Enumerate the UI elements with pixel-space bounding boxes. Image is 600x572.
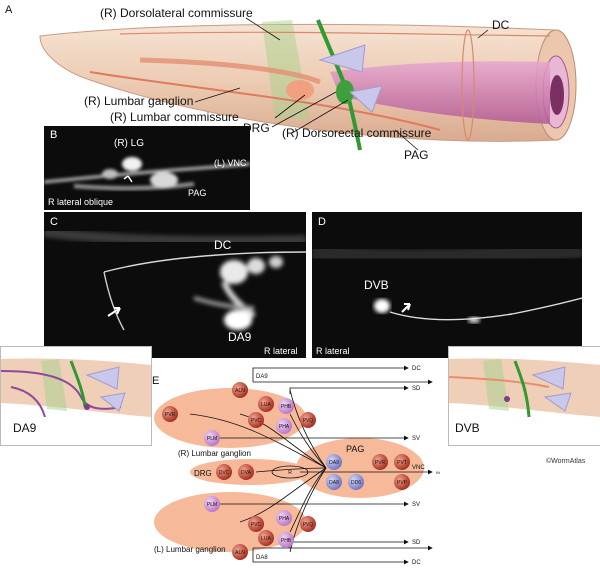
neuron-pvq-top-label: PVQ — [303, 418, 314, 424]
panel-c-letter: C — [50, 216, 58, 228]
lumbar-commissure-label: (R) Lumbar commissure — [110, 110, 239, 124]
neuron-pha-bot — [276, 510, 292, 526]
neuron-plm-bot-label: PLM — [207, 502, 217, 508]
tract-vnc: VNC — [412, 465, 425, 471]
neuron-da8-label: DA8 — [329, 480, 339, 486]
neuron-lua-top — [258, 396, 274, 412]
tract-dc-top: DC — [412, 366, 421, 372]
panel-d-view-label: R lateral — [316, 346, 350, 356]
neuron-pha-top-label: PHA — [279, 424, 290, 430]
neuron-pvc-top-label: PVC — [251, 418, 262, 424]
dorsolateral-commissure-label: (R) Dorsolateral commissure — [100, 6, 253, 20]
panel-b-pag-label: PAG — [188, 188, 207, 198]
r-lumbar-ganglion-label: (R) Lumbar ganglion — [178, 449, 251, 458]
panel-e-letter: E — [152, 375, 159, 387]
neuron-pvc-bot — [248, 516, 264, 532]
panel-b-vnc-label: (L) VNC — [214, 158, 247, 168]
inset-right-label: DVB — [455, 421, 480, 435]
neuron-da8 — [326, 474, 342, 490]
neuron-phb-top — [278, 398, 294, 414]
panel-d-letter: D — [318, 216, 326, 228]
panel-b-lg-label: (R) LG — [114, 138, 144, 149]
neuron-lua-bot-label: LUA — [261, 536, 271, 542]
drg-region-label: DRG — [194, 469, 212, 478]
neuron-pvq-bot — [300, 516, 316, 532]
panel-b: B (R) LG (L) VNC PAG R lateral oblique — [44, 126, 250, 210]
neuron-plm-top-label: PLM — [207, 436, 217, 442]
neuron-aln-top — [232, 382, 248, 398]
neuron-phb-bot-label: PHB — [281, 538, 292, 544]
panel-d-dvb-label: DVB — [364, 278, 389, 292]
neuron-pvp-label: PVP — [397, 480, 408, 486]
tract-dc-bot: DC — [412, 560, 421, 566]
panel-b-letter: B — [50, 129, 58, 141]
neuron-aln-top-label: ALN — [235, 388, 245, 394]
inset-left: DA9 — [0, 346, 152, 446]
dorsorectal-commissure-label: (R) Dorsorectal commissure — [282, 126, 432, 140]
l-lumbar-ganglion-label: (L) Lumbar ganglion — [154, 545, 226, 554]
tract-sd-bot: SD — [412, 540, 421, 546]
credit-label: ©WormAtlas — [546, 458, 586, 465]
worm-tail-drawing — [39, 17, 577, 151]
neuron-pvq-top — [300, 412, 316, 428]
panel-d-micrograph — [312, 242, 582, 323]
pag-label: PAG — [404, 148, 429, 162]
neuron-dvc — [216, 464, 232, 480]
tract-sd-top: SD — [412, 386, 421, 392]
panel-c: C DC DA9 R lateral — [44, 212, 306, 358]
panel-d: D DVB R lateral — [312, 212, 582, 358]
neuron-da9 — [326, 454, 342, 470]
pag-region-label: PAG — [346, 444, 364, 454]
neuron-pvr-pag — [372, 454, 388, 470]
panel-c-dc-label: DC — [214, 238, 232, 252]
tract-sv-bot: SV — [412, 502, 420, 508]
panel-c-view-label: R lateral — [264, 346, 298, 356]
panel-b-view-label: R lateral oblique — [48, 197, 114, 207]
panel-c-micrograph — [44, 227, 306, 331]
da8-tract-label: DA8 — [256, 555, 268, 561]
panel-a-letter: A — [5, 4, 13, 16]
neuron-dvc-label: DVC — [219, 470, 230, 476]
panel-a: A (R) Dorsolateral commissure DC (R) Lum… — [0, 0, 600, 162]
neuron-pvq-bot-label: PVQ — [303, 522, 314, 528]
neuron-lua-bot — [258, 530, 274, 546]
neuron-pvr-pag-label: PVR — [375, 460, 386, 466]
tract-sv-top: SV — [412, 436, 420, 442]
neuron-dd6 — [348, 474, 364, 490]
neuron-aln-bot-label: ALN — [235, 550, 245, 556]
neuron-da9-label: DA9 — [329, 460, 339, 466]
neuron-dd6-label: DD6 — [351, 480, 361, 486]
neuron-pvt-label: PVT — [397, 460, 407, 466]
tract-in: IN — [436, 470, 440, 475]
neuron-pvr — [162, 406, 178, 422]
loop-r-label: R — [288, 470, 292, 476]
da9-tract-label: DA9 — [256, 374, 268, 380]
panel-c-da9-label: DA9 — [228, 330, 252, 344]
inset-right: DVB — [448, 346, 600, 446]
neuron-pvc-top — [248, 412, 264, 428]
neuron-phb-top-label: PHB — [281, 404, 292, 410]
neuron-aln-bot — [232, 544, 248, 560]
neuron-pvp — [394, 474, 410, 490]
panel-e: ALN LUA PHB PVR PVC PHA PVQ PLM DVC DVA … — [150, 362, 446, 572]
panel-b-micrograph — [44, 157, 250, 191]
neuron-plm-bot — [204, 496, 220, 512]
neuron-lua-top-label: LUA — [261, 402, 271, 408]
inset-left-drawing — [1, 358, 151, 418]
inset-left-label: DA9 — [13, 421, 37, 435]
neuron-pha-bot-label: PHA — [279, 516, 290, 522]
inset-right-drawing — [449, 358, 600, 418]
neuron-dva-label: DVA — [241, 470, 252, 476]
neuron-plm-top — [204, 430, 220, 446]
neuron-pvt — [394, 454, 410, 470]
lumbar-ganglion-label: (R) Lumbar ganglion — [84, 94, 194, 108]
circuit-diagram: ALN LUA PHB PVR PVC PHA PVQ PLM DVC DVA … — [152, 365, 440, 566]
neuron-phb-bot — [278, 532, 294, 548]
neuron-pvr-label: PVR — [165, 412, 176, 418]
neuron-pvc-bot-label: PVC — [251, 522, 262, 528]
neuron-pha-top — [276, 418, 292, 434]
dc-label: DC — [492, 18, 510, 32]
neuron-dva — [238, 464, 254, 480]
